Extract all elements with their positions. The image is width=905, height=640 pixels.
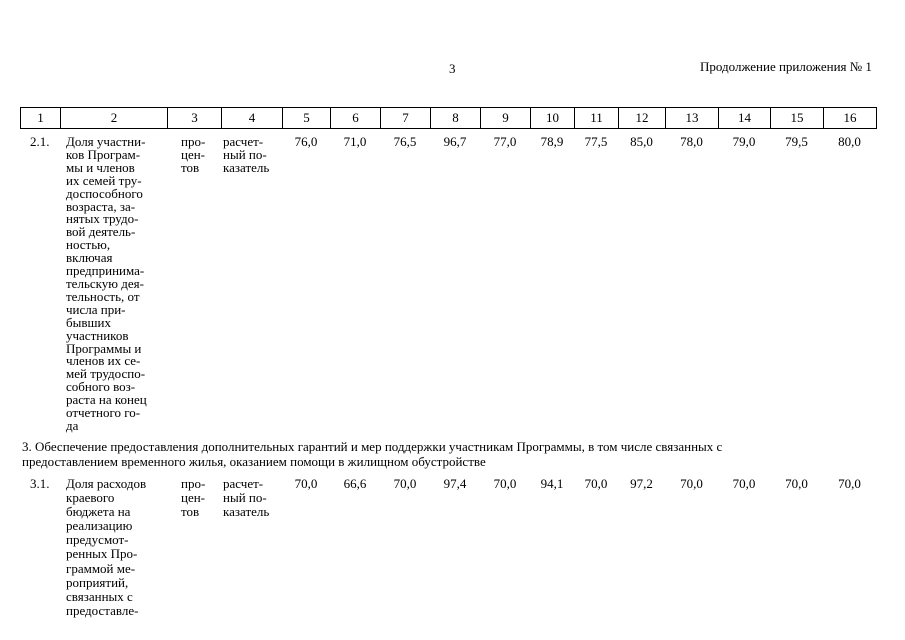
text-line: предусмот- <box>66 532 129 548</box>
section-heading: 3. Обеспечение предоставления дополнител… <box>22 439 722 469</box>
text-line: Программы и <box>66 340 142 356</box>
text-line: бюджета на <box>66 504 131 520</box>
text-line: реализацию <box>66 518 133 534</box>
method: расчет-ный по-казатель <box>223 134 270 175</box>
indicator-value: 97,4 <box>443 476 467 491</box>
text-line: участников <box>66 327 129 343</box>
indicator-value: 70,0 <box>732 476 756 491</box>
indicator-value: 78,9 <box>540 134 564 149</box>
text-line: включая <box>66 250 113 266</box>
text-line: тельность, от <box>66 288 140 304</box>
column-number: 15 <box>770 107 824 129</box>
column-number: 12 <box>618 107 666 129</box>
method: расчет-ный по-казатель <box>223 476 270 520</box>
text-line: возраста, за- <box>66 198 136 214</box>
unit: про-цен-тов <box>181 134 206 175</box>
column-number: 1 <box>20 107 61 129</box>
text-line: мей трудоспо- <box>66 366 146 382</box>
column-number: 7 <box>380 107 431 129</box>
text-line: предоставлением временного жилья, оказан… <box>22 454 486 469</box>
unit: про-цен-тов <box>181 476 206 520</box>
indicator-value: 70,0 <box>785 476 808 491</box>
column-number: 2 <box>60 107 168 129</box>
indicator-value: 85,0 <box>630 134 653 149</box>
page-number: 3 <box>449 61 456 76</box>
column-number: 8 <box>430 107 481 129</box>
text-line: ный по- <box>223 490 267 506</box>
text-line: нятых трудо- <box>66 211 139 227</box>
indicator-value: 76,0 <box>294 134 318 149</box>
text-line: расчет- <box>223 476 264 491</box>
column-number: 11 <box>574 107 619 129</box>
text-line: да <box>66 417 79 433</box>
text-line: тов <box>181 504 200 520</box>
text-line: связанных с <box>66 588 133 604</box>
text-line: числа при- <box>66 301 126 317</box>
indicator-value: 79,5 <box>785 134 808 149</box>
indicator-name: Доля расходов краевого бюджета на реализаци… <box>66 476 147 618</box>
text-line: роприятий, <box>66 574 129 590</box>
text-line: казатель <box>223 159 270 175</box>
text-line: ков Програм- <box>66 146 141 162</box>
text-line: расчет- <box>223 134 264 149</box>
text-line: бывших <box>66 314 111 330</box>
column-number: 9 <box>480 107 531 129</box>
indicator-value: 76,5 <box>393 134 417 149</box>
row-code: 3.1. <box>30 476 50 491</box>
row-code: 2.1. <box>30 134 50 149</box>
text-line: Доля расходов <box>66 476 147 491</box>
indicator-value: 97,2 <box>630 476 653 491</box>
text-line: их семей тру- <box>66 172 142 188</box>
text-line: про- <box>181 134 206 149</box>
column-number: 10 <box>530 107 575 129</box>
text-line: членов их се- <box>66 353 141 369</box>
column-number: 14 <box>718 107 771 129</box>
text-line: цен- <box>181 490 206 506</box>
text-line: цен- <box>181 146 206 162</box>
indicator-value: 77,5 <box>584 134 608 149</box>
text-line: ностью, <box>66 237 111 253</box>
column-number: 5 <box>282 107 331 129</box>
indicator-value: 66,6 <box>343 476 367 491</box>
indicator-value: 70,0 <box>294 476 318 491</box>
indicator-value: 96,7 <box>443 134 467 149</box>
indicator-value: 70,0 <box>584 476 608 491</box>
indicator-value: 70,0 <box>838 476 861 491</box>
text-line: про- <box>181 476 206 491</box>
column-number: 6 <box>330 107 381 129</box>
column-number: 13 <box>665 107 719 129</box>
text-line: доспособного <box>66 185 143 201</box>
indicator-value: 94,1 <box>540 476 564 491</box>
text-line: краевого <box>66 490 115 506</box>
column-number: 16 <box>823 107 877 129</box>
indicator-value: 71,0 <box>343 134 367 149</box>
text-line: ренных Про- <box>66 546 138 562</box>
continuation-note: Продолжение приложения № 1 <box>700 59 872 74</box>
indicator-value: 80,0 <box>838 134 861 149</box>
text-line: предпринима- <box>66 263 145 279</box>
text-line: Доля участни- <box>66 134 146 149</box>
text-line: раста на конец <box>66 392 147 408</box>
indicator-value: 70,0 <box>680 476 703 491</box>
column-number: 3 <box>167 107 222 129</box>
indicator-name: Доля участни-ков Програм-мы и членов их с… <box>66 134 147 433</box>
text-line: тельскую дея- <box>66 275 144 291</box>
text-line: отчетного го- <box>66 405 141 421</box>
indicator-value: 79,0 <box>732 134 756 149</box>
indicator-value: 78,0 <box>680 134 703 149</box>
text-line: собного воз- <box>66 379 136 395</box>
text-line: граммой ме- <box>66 560 136 576</box>
text-line: 3. Обеспечение предоставления дополнител… <box>22 439 723 454</box>
text-line: казатель <box>223 504 270 520</box>
text-line: мы и членов <box>66 159 135 175</box>
text-line: тов <box>181 159 200 175</box>
text-line: предоставле- <box>66 602 139 618</box>
column-number: 4 <box>221 107 283 129</box>
text-line: ный по- <box>223 146 267 162</box>
indicator-value: 70,0 <box>493 476 517 491</box>
indicator-value: 77,0 <box>493 134 517 149</box>
text-line: вой деятель- <box>66 224 136 240</box>
indicator-value: 70,0 <box>393 476 417 491</box>
